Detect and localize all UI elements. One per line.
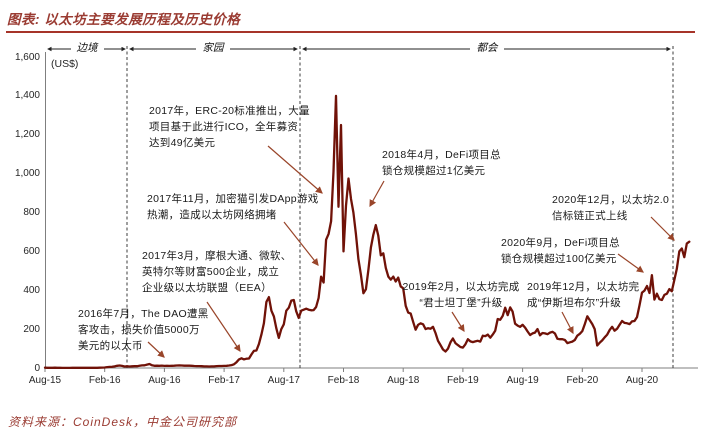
y-tick-label: 400 [23,284,40,296]
arrow-erc20 [267,145,323,194]
y-tick-label: 0 [34,362,40,374]
arrow-dao [147,341,165,358]
x-tick-label: Aug-16 [148,375,181,386]
y-tick-label: 1,000 [14,168,40,180]
eth-price-line [43,94,691,370]
y-tick-label: 600 [23,245,40,257]
y-tick-label: 1,400 [14,90,40,102]
annotation-eea-alliance: 2017年3月，摩根大通、微软、 英特尔等财富500企业，成立 企业级以太坊联盟… [142,250,292,294]
y-tick-label: 200 [23,323,40,335]
y-tick-label: 1,600 [14,51,40,63]
annotation-arrows [147,145,675,358]
annotation-constantinople: 2019年2月，以太坊完成 “君士坦丁堡”升级 [402,281,520,309]
arrow-eth2 [650,216,675,241]
title-rule [6,31,695,33]
y-axis-unit-label: (US$) [51,58,79,70]
y-tick-label: 800 [23,207,40,218]
annotation-cryptokitties: 2017年11月，加密猫引发DApp游戏 热潮，造成以太坊网络拥堵 [147,193,319,221]
x-tick-label: Aug-17 [267,375,300,386]
arrow-defi2 [617,253,644,273]
annotation-dao-hack: 2016年7月，The DAO遭黑 客攻击，损失价值5000万 美元的以太币 [78,308,209,352]
arrow-defi1 [369,180,385,208]
phase-label-frontier: 边境 [72,42,102,55]
annotation-defi-100m: 2018年4月，DeFi项目总 锁仓规模超过1亿美元 [382,149,501,177]
arrow-eea [206,301,241,352]
phase-label-metropolis: 都会 [472,42,502,55]
x-tick-label: Aug-18 [387,375,420,386]
x-tick-label: Feb-20 [566,375,599,386]
x-tick-label: Feb-16 [88,375,121,386]
y-tick-label: 1,200 [14,129,40,141]
arrow-istanbul [561,311,574,335]
x-tick-label: Aug-20 [625,375,659,386]
phase-label-homestead: 家园 [198,42,228,55]
arrow-constantinople [451,311,465,333]
source-note: 资料来源：CoinDesk，中金公司研究部 [8,415,238,429]
x-tick-label: Aug-19 [506,375,539,386]
x-tick-label: Feb-18 [327,375,360,386]
x-tick-label: Feb-19 [447,375,479,386]
annotation-defi-10b: 2020年9月，DeFi项目总 锁仓规模超过100亿美元 [501,237,620,265]
annotation-eth2-beacon: 2020年12月，以太坊2.0 信标链正式上线 [552,194,670,222]
x-tick-label: Aug-15 [28,375,62,386]
annotation-istanbul: 2019年12月，以太坊完 成“伊斯坦布尔”升级 [527,281,640,309]
page-title: 图表: 以太坊主要发展历程及历史价格 [7,12,241,27]
arrow-dapp [283,221,319,266]
x-tick-label: Feb-17 [208,375,240,386]
x-axis-ticks [44,368,643,372]
annotation-erc20-ico: 2017年，ERC-20标准推出，大量 项目基于此进行ICO，全年募资 达到49… [149,105,310,149]
